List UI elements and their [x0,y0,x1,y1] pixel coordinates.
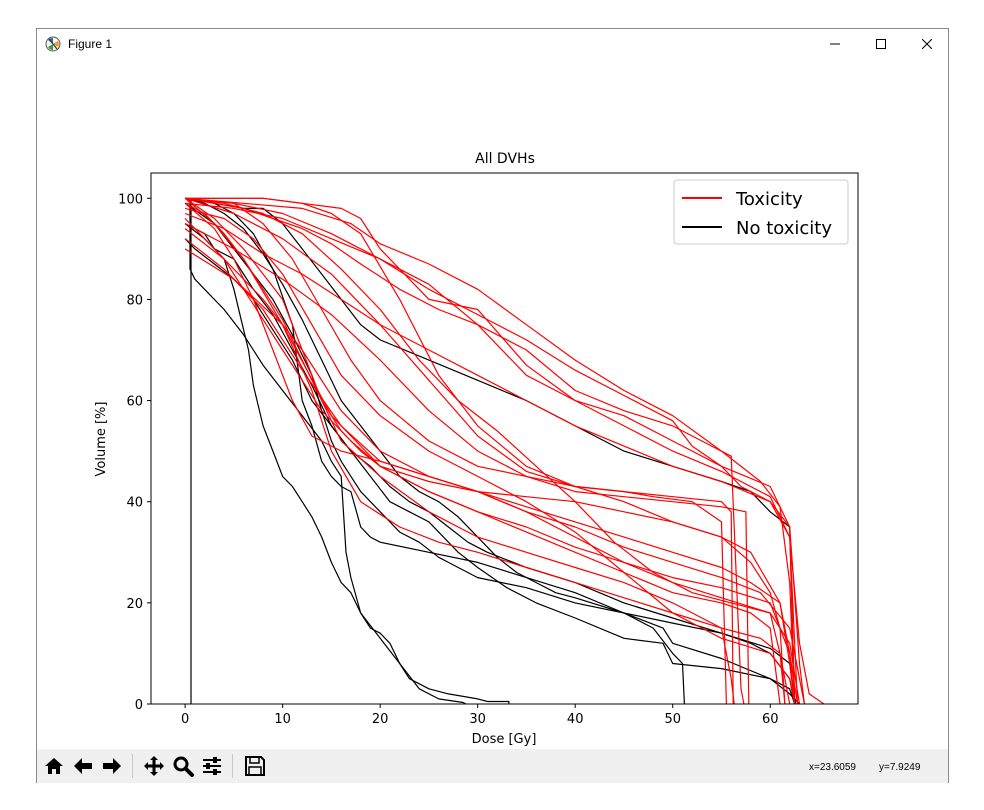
dvh-curve-toxicity-19 [185,197,801,705]
x-tick-label: 50 [664,712,681,727]
legend-label-no-toxicity: No toxicity [736,218,832,239]
minimize-icon [830,43,840,45]
dvh-curve-no-toxicity-7 [189,198,510,704]
close-icon [922,39,932,49]
x-tick-label: 10 [274,712,291,727]
plot-area[interactable]: All DVHs 0 10 20 30 40 50 60 0 20 40 60 80 100 Dose… [37,59,948,749]
figure-window: Figure 1 All DVHs 0 10 20 30 40 50 60 0 20 40 60 8… [36,28,949,783]
dvh-curve-toxicity-7 [184,197,734,705]
dvh-curve-toxicity-18 [184,197,745,705]
dvh-curve-toxicity-16 [185,197,786,705]
x-tick-label: 20 [372,712,389,727]
dvh-curve-toxicity-8 [184,197,796,705]
x-ticks: 0 10 20 30 40 50 60 [181,704,779,727]
toolbar-separator [232,754,233,778]
move-icon [144,756,164,776]
dvh-curve-toxicity-11 [184,248,791,705]
dvh-curve-no-toxicity-9 [184,238,797,705]
arrow-right-icon [103,758,121,774]
y-tick-label: 40 [126,496,143,511]
dvh-curve-toxicity-15 [184,207,796,705]
home-button[interactable] [41,753,67,779]
navigation-toolbar: x=23.6059 y=7.9249 [37,749,948,783]
legend-label-toxicity: Toxicity [735,189,803,210]
dvh-chart[interactable]: All DVHs 0 10 20 30 40 50 60 0 20 40 60 80 100 Dose… [37,59,948,749]
axes-frame [150,172,859,705]
chart-title: All DVHs [475,151,535,167]
x-axis-label: Dose [Gy] [472,732,537,747]
y-ticks: 0 20 40 60 80 100 [118,192,151,713]
y-tick-label: 20 [126,597,143,612]
dvh-curve-no-toxicity-2 [184,197,685,705]
sliders-icon [203,757,221,775]
dvh-curve-toxicity-20 [184,202,799,705]
window-title: Figure 1 [68,37,113,51]
y-tick-label: 100 [118,192,143,207]
pan-button[interactable] [141,753,167,779]
y-tick-label: 0 [135,698,143,713]
matplotlib-icon [45,36,61,52]
x-tick-label: 60 [762,712,779,727]
dvh-curve-toxicity-12 [184,197,735,705]
dvh-curve-no-toxicity-6 [184,202,796,705]
y-tick-label: 80 [126,293,143,308]
dvh-curve-toxicity-4 [185,197,799,705]
dvh-curve-toxicity-1 [185,197,825,705]
back-button[interactable] [70,753,96,779]
x-tick-label: 0 [181,712,189,727]
x-tick-label: 40 [567,712,584,727]
dvh-curve-toxicity-3 [185,202,805,705]
dvh-curve-no-toxicity-1 [184,223,467,705]
maximize-icon [876,39,886,49]
x-tick-label: 30 [469,712,486,727]
dvh-curve-toxicity-14 [184,202,786,705]
magnifier-icon [173,756,194,777]
dvh-curve-no-toxicity-5 [184,197,800,705]
home-icon [45,758,63,774]
configure-subplots-button[interactable] [199,753,225,779]
forward-button[interactable] [99,753,125,779]
curves-group [184,197,825,705]
dvh-curve-toxicity-2 [185,197,796,705]
y-axis-label: Volume [%] [94,402,109,477]
zoom-button[interactable] [170,753,196,779]
cursor-y-readout: y=7.9249 [879,762,921,773]
legend: Toxicity No toxicity [673,179,849,245]
floppy-disk-icon [245,756,265,776]
cursor-x-readout: x=23.6059 [809,762,856,773]
dvh-curve-no-toxicity-3 [184,197,796,705]
dvh-curve-toxicity-6 [184,223,750,705]
dvh-curve-toxicity-9 [184,228,796,705]
title-bar[interactable]: Figure 1 [37,29,948,59]
y-tick-label: 60 [126,395,143,410]
dvh-curve-toxicity-13 [185,197,727,705]
maximize-button[interactable] [858,29,904,59]
dvh-curve-toxicity-5 [184,212,796,705]
save-button[interactable] [242,753,268,779]
toolbar-separator [132,754,133,778]
arrow-left-icon [74,758,92,774]
minimize-button[interactable] [812,29,858,59]
dvh-curve-toxicity-17 [184,218,781,705]
close-button[interactable] [904,29,950,59]
